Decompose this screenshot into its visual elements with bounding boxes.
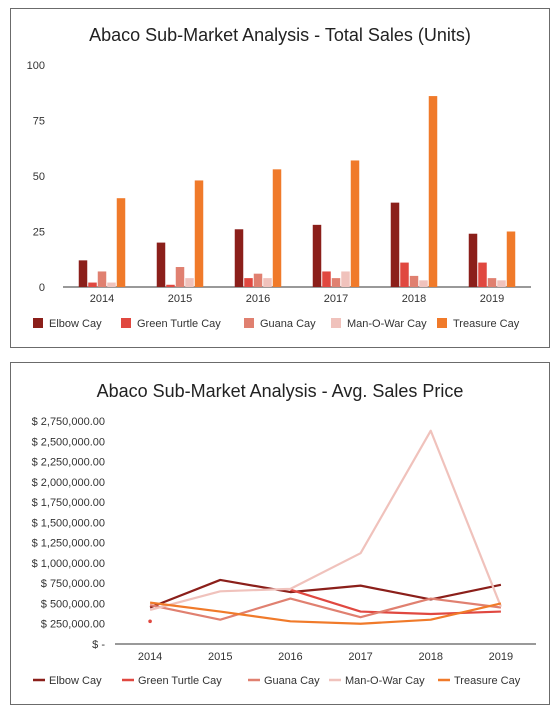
x-tick-label: 2018 — [402, 293, 426, 305]
x-tick-label: 2019 — [480, 293, 504, 305]
legend-label-man-o-war-cay: Man-O-War Cay — [345, 675, 425, 687]
x-tick-label: 2016 — [278, 651, 302, 663]
legend-label-green-turtle-cay: Green Turtle Cay — [137, 318, 221, 330]
bar-green-turtle-cay-2017 — [322, 271, 331, 287]
bar-guana-cay-2014 — [97, 271, 107, 287]
bar-green-turtle-cay-2018 — [400, 262, 409, 287]
legend-swatch-man-o-war-cay — [331, 318, 341, 328]
line-elbow-cay — [149, 578, 502, 609]
x-tick-label: 2015 — [208, 651, 232, 663]
bar-man-o-war-cay-2018 — [419, 280, 428, 287]
y-tick-label: $ 2,500,000.00 — [32, 436, 105, 448]
y-tick-label: $ 2,750,000.00 — [32, 416, 105, 428]
bar-treasure-cay-2019 — [506, 231, 516, 287]
legend-swatch-green-turtle-cay — [121, 318, 131, 328]
bar-treasure-cay-2015 — [194, 180, 204, 287]
bar-elbow-cay-2014 — [78, 260, 88, 287]
bar-guana-cay-2019 — [487, 278, 497, 287]
x-tick-label: 2017 — [348, 651, 372, 663]
total-sales-chart-panel: Abaco Sub-Market Analysis - Total Sales … — [10, 8, 550, 348]
bar-treasure-cay-2014 — [116, 198, 126, 287]
legend-label-guana-cay: Guana Cay — [264, 675, 320, 687]
y-tick-label: 50 — [33, 171, 45, 183]
legend-label-treasure-cay: Treasure Cay — [454, 675, 521, 687]
x-tick-label: 2018 — [419, 651, 443, 663]
bar-elbow-cay-2015 — [156, 242, 166, 287]
bar-green-turtle-cay-2019 — [478, 262, 487, 287]
legend-swatch-treasure-cay — [437, 318, 447, 328]
x-tick-label: 2019 — [489, 651, 513, 663]
line-guana-cay — [149, 597, 502, 621]
bar-guana-cay-2015 — [175, 267, 185, 287]
bar-guana-cay-2018 — [409, 275, 419, 287]
legend-label-elbow-cay: Elbow Cay — [49, 318, 102, 330]
y-tick-label: 75 — [33, 116, 45, 128]
bar-man-o-war-cay-2019 — [497, 280, 506, 287]
bar-green-turtle-cay-2015 — [166, 284, 175, 287]
x-tick-label: 2014 — [90, 293, 114, 305]
y-tick-label: $ - — [92, 639, 105, 651]
total-sales-chart: 0 25 50 75 100 2014 2015 2016 2017 2018 2019 Elbow … — [27, 60, 531, 330]
bar-elbow-cay-2017 — [312, 224, 322, 287]
y-tick-label: $ 250,000.00 — [41, 619, 105, 631]
x-tick-label: 2014 — [138, 651, 162, 663]
bar-elbow-cay-2018 — [390, 202, 400, 287]
bar-treasure-cay-2016 — [272, 169, 282, 287]
point-green-turtle-cay — [148, 619, 152, 624]
bar-man-o-war-cay-2016 — [263, 278, 272, 287]
y-tick-label: 25 — [33, 227, 45, 239]
bar-man-o-war-cay-2017 — [341, 271, 350, 287]
bar-treasure-cay-2018 — [428, 96, 438, 287]
y-tick-label: $ 1,750,000.00 — [32, 497, 105, 509]
y-tick-label: $ 1,250,000.00 — [32, 538, 105, 550]
x-tick-label: 2015 — [168, 293, 192, 305]
legend-label-elbow-cay: Elbow Cay — [49, 675, 102, 687]
x-tick-label: 2016 — [246, 293, 270, 305]
line-treasure-cay — [149, 601, 502, 625]
line-man-o-war-cay — [149, 429, 502, 612]
legend-label-green-turtle-cay: Green Turtle Cay — [138, 675, 222, 687]
legend-swatch-elbow-cay — [33, 318, 43, 328]
avg-price-chart-title: Abaco Sub-Market Analysis - Avg. Sales P… — [96, 381, 464, 401]
bar-green-turtle-cay-2016 — [244, 278, 253, 287]
bar-guana-cay-2016 — [253, 273, 263, 287]
y-tick-label: $ 1,500,000.00 — [32, 517, 105, 529]
legend-label-treasure-cay: Treasure Cay — [453, 318, 520, 330]
legend-swatch-guana-cay — [244, 318, 254, 328]
y-tick-label: $ 750,000.00 — [41, 578, 105, 590]
legend-label-man-o-war-cay: Man-O-War Cay — [347, 318, 427, 330]
line-green-turtle-cay — [290, 588, 501, 616]
avg-price-chart-panel: Abaco Sub-Market Analysis - Avg. Sales P… — [10, 362, 550, 705]
legend-label-guana-cay: Guana Cay — [260, 318, 316, 330]
total-sales-chart-title: Abaco Sub-Market Analysis - Total Sales … — [89, 25, 471, 45]
y-tick-label: $ 2,000,000.00 — [32, 477, 105, 489]
y-tick-label: $ 2,250,000.00 — [32, 457, 105, 469]
y-tick-label: 100 — [27, 60, 45, 72]
bar-man-o-war-cay-2015 — [185, 278, 194, 287]
y-tick-label: $ 500,000.00 — [41, 598, 105, 610]
bar-man-o-war-cay-2014 — [107, 282, 116, 287]
bar-green-turtle-cay-2014 — [88, 282, 97, 287]
y-tick-label: $ 1,000,000.00 — [32, 558, 105, 570]
bar-treasure-cay-2017 — [350, 160, 360, 287]
bar-elbow-cay-2016 — [234, 229, 244, 287]
bar-elbow-cay-2019 — [468, 233, 478, 287]
avg-price-chart: $ - $ 250,000.00 $ 500,000.00 $ 750,000.00 $… — [32, 416, 536, 687]
bar-guana-cay-2017 — [331, 278, 341, 287]
x-tick-label: 2017 — [324, 293, 348, 305]
y-tick-label: 0 — [39, 282, 45, 294]
